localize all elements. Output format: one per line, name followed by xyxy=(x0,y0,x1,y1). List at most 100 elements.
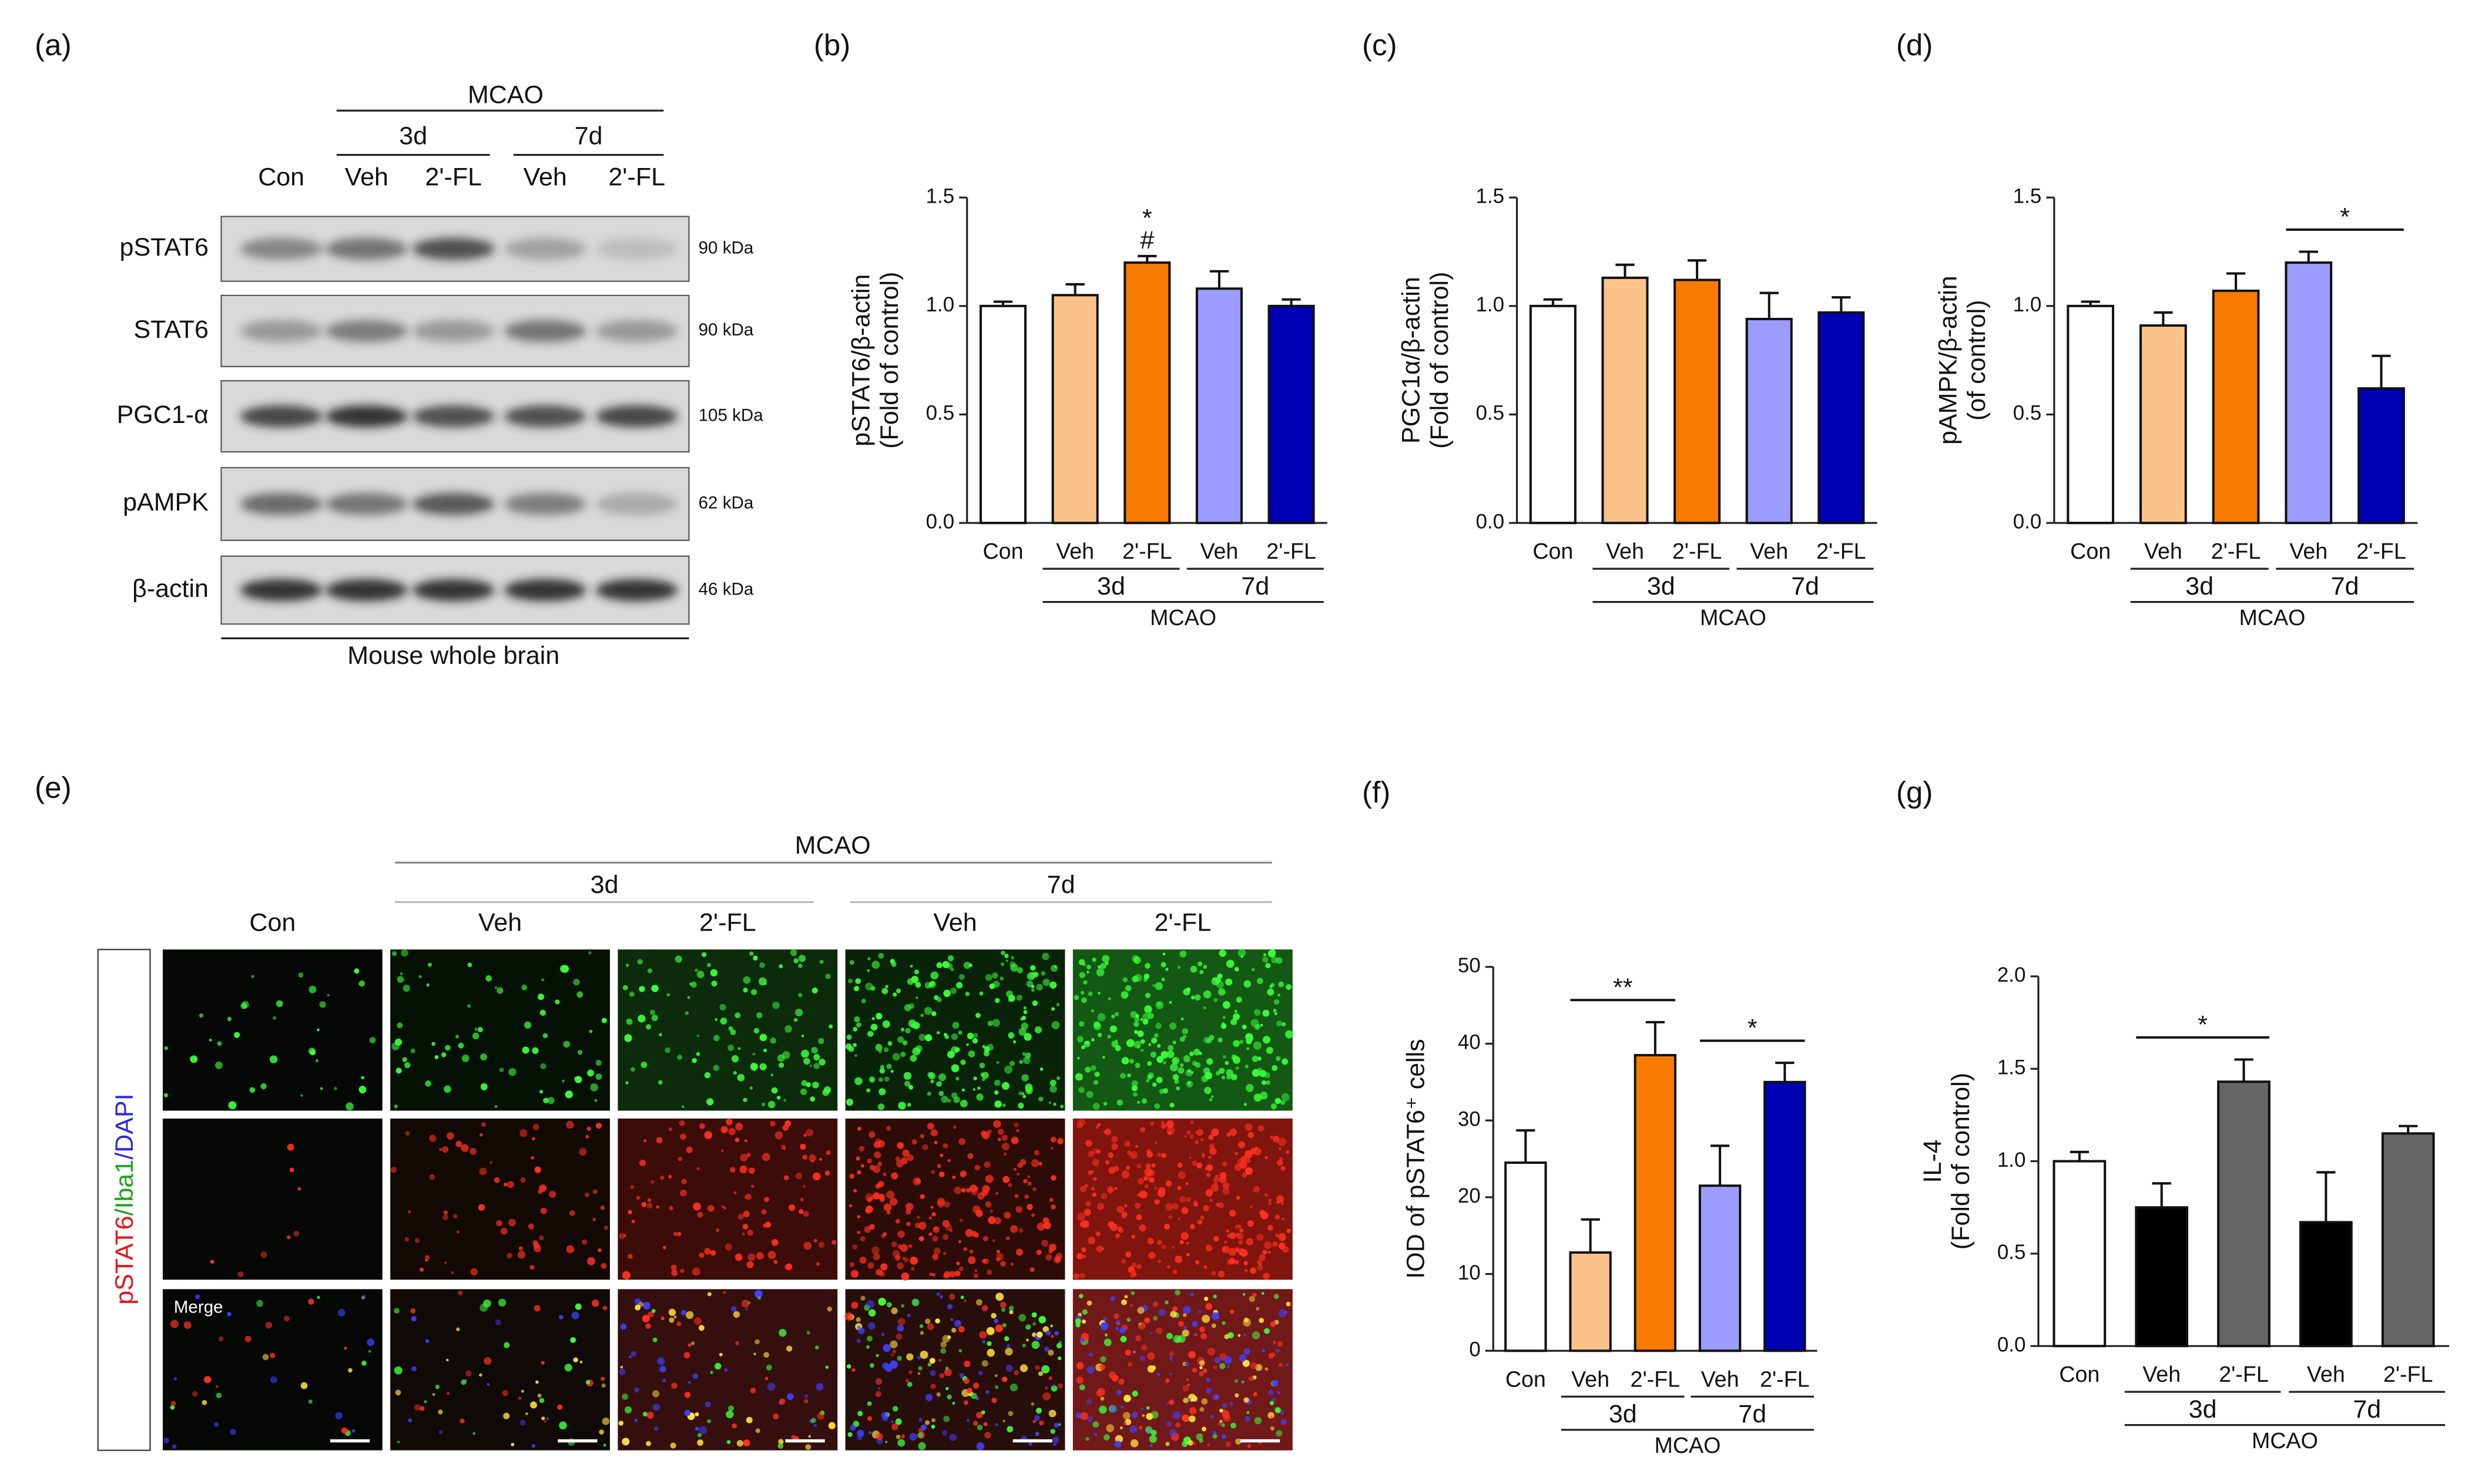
cell xyxy=(1265,963,1271,969)
cell xyxy=(746,1152,751,1157)
cell xyxy=(1262,1036,1271,1044)
cell xyxy=(1141,1344,1148,1351)
y-tick-label: 1.5 xyxy=(2013,184,2042,207)
cell xyxy=(1056,1342,1062,1349)
cell xyxy=(936,1392,941,1397)
cell xyxy=(1261,1080,1266,1085)
cell xyxy=(1218,1038,1223,1043)
cell xyxy=(618,1421,624,1426)
cell xyxy=(681,1179,687,1184)
cell xyxy=(1226,1365,1230,1368)
cell xyxy=(1186,1197,1191,1202)
cell xyxy=(1142,1414,1145,1417)
cell xyxy=(1016,995,1022,1001)
cell xyxy=(720,1018,727,1025)
cell xyxy=(798,963,803,968)
cell xyxy=(676,1321,682,1327)
micrograph-bg xyxy=(618,949,838,1111)
cell xyxy=(803,1133,807,1137)
cell xyxy=(1094,1021,1100,1028)
cell xyxy=(297,1187,301,1191)
cell xyxy=(489,1161,492,1164)
cell xyxy=(968,1256,976,1264)
cell xyxy=(1272,1379,1279,1387)
cell xyxy=(630,1067,635,1072)
cell xyxy=(1145,1426,1153,1433)
cell xyxy=(742,1224,749,1230)
cell xyxy=(1000,1301,1007,1308)
bar xyxy=(980,304,1027,525)
cell xyxy=(1151,1163,1156,1168)
cell xyxy=(1278,1362,1283,1367)
cell xyxy=(870,986,876,991)
cell xyxy=(1027,1175,1030,1179)
cell xyxy=(955,1077,960,1081)
cell xyxy=(958,1349,962,1352)
cell xyxy=(1190,1292,1195,1297)
bar xyxy=(2053,1160,2107,1348)
cell xyxy=(1108,1221,1115,1228)
cell xyxy=(1158,1057,1163,1063)
cell xyxy=(771,1087,778,1094)
cell xyxy=(1113,1166,1119,1171)
cell xyxy=(1092,957,1096,962)
cell xyxy=(334,1087,337,1090)
cell xyxy=(949,1293,955,1300)
cell xyxy=(666,993,670,997)
cell xyxy=(883,1173,887,1176)
cell xyxy=(1235,1438,1242,1445)
cell xyxy=(972,1088,976,1091)
cell xyxy=(886,1210,891,1215)
cell xyxy=(1079,1384,1085,1391)
cell xyxy=(646,1441,651,1446)
micrograph xyxy=(162,949,383,1111)
cell xyxy=(1217,973,1223,979)
cell xyxy=(1108,997,1111,1000)
cell xyxy=(1038,1315,1047,1324)
cell xyxy=(541,978,545,982)
cell xyxy=(1244,1268,1248,1273)
cell xyxy=(1034,1415,1040,1421)
cell xyxy=(801,1035,804,1038)
cell xyxy=(1265,1156,1268,1160)
cell xyxy=(1156,1240,1162,1245)
cell xyxy=(1270,1321,1276,1328)
cell xyxy=(920,1424,927,1431)
cell xyxy=(853,1043,857,1047)
cell xyxy=(851,1301,858,1309)
cell xyxy=(943,1033,948,1037)
cell xyxy=(1182,1385,1189,1392)
cell xyxy=(1019,1159,1027,1166)
cell xyxy=(230,1429,236,1435)
cell xyxy=(1076,1362,1084,1370)
cell xyxy=(985,973,992,981)
cell xyxy=(735,1341,739,1345)
cell xyxy=(1053,1102,1057,1106)
cell xyxy=(1234,1379,1239,1383)
cell xyxy=(1184,1135,1188,1138)
cell xyxy=(715,1362,722,1370)
cell xyxy=(626,1018,633,1025)
cell xyxy=(725,1243,733,1251)
cell xyxy=(1243,1348,1250,1355)
cell xyxy=(663,1245,666,1250)
cell xyxy=(562,1079,565,1083)
cell xyxy=(759,962,765,968)
cell xyxy=(902,1257,905,1260)
cell xyxy=(532,1240,538,1245)
cell xyxy=(753,1352,756,1355)
cell xyxy=(1212,1312,1220,1320)
cell xyxy=(497,987,504,994)
x-tick-label: 2'-FL xyxy=(2219,1362,2269,1386)
cell xyxy=(1085,1040,1089,1045)
cell xyxy=(915,996,918,999)
cell xyxy=(777,1443,784,1449)
cell xyxy=(996,1250,1000,1254)
cell xyxy=(727,1044,735,1051)
cell xyxy=(763,1049,767,1052)
cell xyxy=(813,1238,817,1243)
cell xyxy=(541,1361,545,1365)
cell xyxy=(1051,1335,1054,1338)
y-tick-label: 0.0 xyxy=(1997,1333,2026,1356)
cell xyxy=(949,1433,957,1442)
